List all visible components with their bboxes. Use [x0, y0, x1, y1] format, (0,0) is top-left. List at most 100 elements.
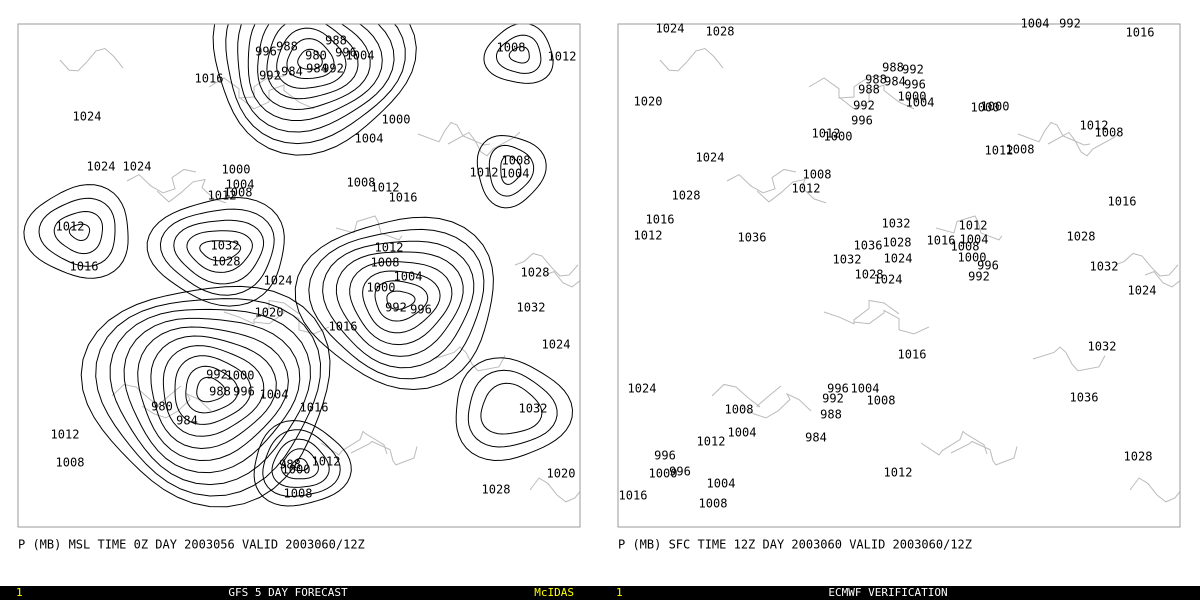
contour-label: 988: [858, 83, 880, 97]
contour-label: 1008: [867, 394, 896, 408]
isobar: [322, 240, 475, 369]
contour-label: 1012: [985, 144, 1014, 158]
isobar: [374, 280, 429, 322]
coast-segment: [156, 178, 227, 204]
contour-label: 1012: [634, 229, 663, 243]
coast-segment: [126, 168, 197, 194]
isobar: [23, 184, 129, 279]
isobar: [467, 369, 558, 448]
coast-segment: [853, 309, 930, 335]
contour-label: 1020: [547, 467, 576, 481]
contour-label: 1012: [470, 166, 499, 180]
isobar: [508, 46, 530, 64]
contour-label: 1008: [284, 487, 313, 501]
contour-label: 1032: [882, 217, 911, 231]
isobar: [308, 228, 485, 380]
contour-label: 1000: [971, 101, 1000, 115]
contour-label: 992: [853, 99, 875, 113]
coast-segment: [838, 84, 915, 110]
coast-segment: [950, 440, 1018, 466]
contour-label: 1016: [195, 72, 224, 86]
contour-label: 996: [233, 385, 255, 399]
isobar: [174, 355, 252, 425]
status-title: GFS 5 DAY FORECAST: [228, 586, 348, 599]
isobar: [386, 290, 416, 310]
contour-label: 1024: [87, 160, 116, 174]
isobar: [80, 285, 331, 508]
isobar: [159, 208, 275, 296]
isobar: [335, 251, 464, 357]
contour-label: 996: [654, 449, 676, 463]
contour-label: 1028: [1067, 230, 1096, 244]
contour-label: 996: [827, 382, 849, 396]
contour-label: 1004: [260, 388, 289, 402]
contour-label: 1016: [927, 234, 956, 248]
contour-label: 1012: [375, 241, 404, 255]
contour-label: 988: [209, 385, 231, 399]
contour-label: 1032: [517, 301, 546, 315]
status-bar: [0, 586, 1200, 600]
contour-label: 996: [669, 465, 691, 479]
coast-segment: [208, 75, 285, 99]
contour-label: 1024: [696, 151, 725, 165]
contour-label: 996: [335, 46, 357, 60]
isobar: [291, 457, 309, 472]
coast-segment: [659, 47, 724, 72]
coast-segment: [920, 430, 988, 456]
contour-label: 1000: [824, 130, 853, 144]
isobar: [137, 326, 289, 462]
contour-label: 1024: [1128, 284, 1157, 298]
contour-label: 1012: [208, 189, 237, 203]
contour-label: 996: [255, 45, 277, 59]
contour-label: 980: [151, 400, 173, 414]
coast-segment: [823, 299, 900, 325]
isobar: [225, 24, 406, 145]
contour-label: 1012: [959, 219, 988, 233]
contour-label: 1028: [706, 25, 735, 39]
contour-label: 980: [305, 49, 327, 63]
contour-label: 1008: [371, 256, 400, 270]
contour-label: 1024: [874, 273, 903, 287]
coastline: [59, 47, 580, 503]
contour-label: 1008: [951, 240, 980, 254]
isobar: [455, 357, 573, 462]
contour-label: 1028: [883, 236, 912, 250]
coast-segment: [514, 252, 579, 277]
contour-label: 1016: [300, 401, 329, 415]
contour-label: 988: [865, 73, 887, 87]
contour-label: 1012: [1080, 119, 1109, 133]
contour-label: 1032: [519, 402, 548, 416]
contour-label: 1032: [211, 239, 240, 253]
contour-label: 1000: [226, 369, 255, 383]
contour-label: 1032: [833, 253, 862, 267]
contour-label: 1004: [226, 178, 255, 192]
coast-segment: [350, 440, 418, 466]
contour-label: 1000: [958, 251, 987, 265]
contour-label: 1004: [394, 270, 423, 284]
isobar: [186, 230, 253, 273]
coast-segment: [59, 47, 124, 72]
contour-label: 1004: [728, 426, 757, 440]
isobar: [297, 48, 323, 70]
isobar: [276, 27, 347, 89]
isobar: [262, 429, 341, 497]
contour-label: 1016: [70, 260, 99, 274]
contour-label: 1024: [264, 274, 293, 288]
contour-label: 1012: [51, 428, 80, 442]
coast-segment: [447, 131, 521, 157]
contour-label: 996: [410, 303, 432, 317]
contour-label: 992: [968, 270, 990, 284]
contour-label: 1008: [1006, 143, 1035, 157]
coast-segment: [935, 215, 1003, 241]
isobar: [68, 223, 91, 242]
contour-label: 1032: [1090, 260, 1119, 274]
coast-segment: [741, 392, 812, 419]
isobar: [500, 155, 522, 185]
isobar: [150, 335, 277, 450]
contour-label: 1004: [707, 477, 736, 491]
contour-label: 1028: [212, 255, 241, 269]
isobar: [349, 261, 453, 346]
contour-label: 1008: [725, 403, 754, 417]
map-frame: [617, 23, 1181, 528]
isobar: [257, 24, 371, 111]
